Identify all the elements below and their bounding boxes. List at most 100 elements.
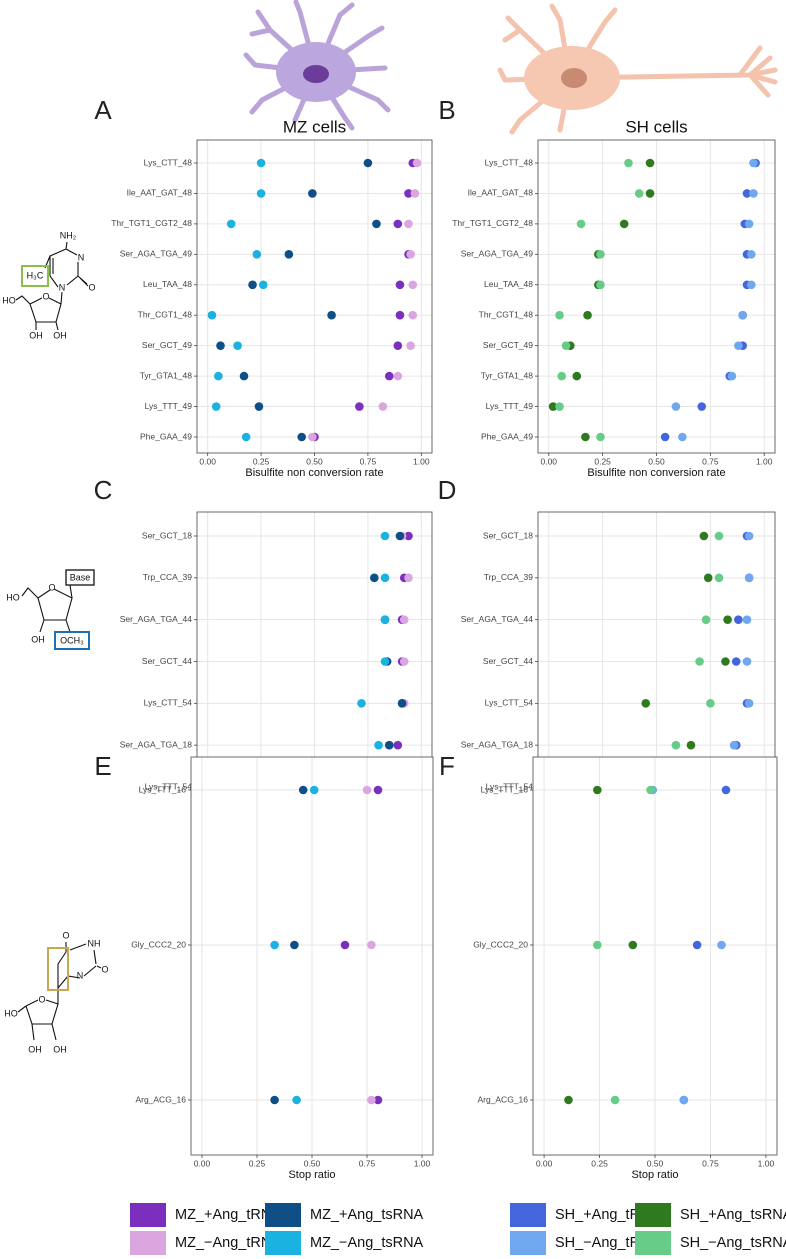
dot xyxy=(742,189,752,198)
x-tick-label: 0.00 xyxy=(194,1158,211,1168)
y-tick-label: Ser_AGA_TGA_49 xyxy=(461,249,534,259)
dot xyxy=(408,280,418,290)
chem-label: O xyxy=(38,994,45,1004)
dot xyxy=(395,531,405,541)
y-tick-label: Ser_GCT_18 xyxy=(142,530,192,540)
dot xyxy=(327,310,336,320)
dot xyxy=(561,341,571,350)
dot xyxy=(744,531,754,541)
dot xyxy=(747,250,756,259)
dot xyxy=(362,785,372,795)
dot xyxy=(734,341,743,350)
dot xyxy=(624,158,633,168)
y-tick-label: Lys_TTT_54 xyxy=(145,781,193,791)
dot xyxy=(308,432,317,442)
dot xyxy=(384,740,394,750)
dot xyxy=(717,940,726,950)
dot xyxy=(380,573,390,583)
chem-label: OH xyxy=(53,1044,67,1054)
dot xyxy=(645,189,655,198)
panel-letter: B xyxy=(438,95,455,125)
panel-title: SH cells xyxy=(625,117,687,136)
dot xyxy=(399,615,409,624)
dot xyxy=(660,432,670,442)
chem-label: O xyxy=(62,930,69,940)
y-tick-label: Leu_TAA_48 xyxy=(484,279,533,289)
dot xyxy=(340,940,350,950)
y-tick-label: Ser_AGA_TGA_44 xyxy=(461,614,534,624)
x-tick-label: 0.50 xyxy=(648,456,665,466)
dot xyxy=(727,371,737,381)
dot xyxy=(373,785,383,795)
y-tick-label: Ser_GCT_44 xyxy=(483,656,533,666)
dot xyxy=(290,940,299,950)
dot xyxy=(596,280,605,290)
dot xyxy=(692,940,702,950)
chem-label: N xyxy=(78,252,85,262)
y-tick-label: Arg_ACG_16 xyxy=(477,1094,528,1104)
dot xyxy=(548,402,558,411)
dot xyxy=(309,785,319,795)
dot xyxy=(555,310,564,320)
dot xyxy=(634,189,644,198)
y-tick-label: Tyr_GTA1_48 xyxy=(481,370,534,380)
dot xyxy=(406,341,415,350)
x-tick-label: 1.00 xyxy=(758,1158,775,1168)
dot xyxy=(749,189,758,198)
x-axis-title: Stop ratio xyxy=(631,1169,678,1181)
dot xyxy=(363,158,373,168)
dot xyxy=(297,432,306,442)
chem-label: OH xyxy=(31,634,45,644)
chem-label: OH xyxy=(29,330,43,340)
chem-label: HO xyxy=(2,295,16,305)
y-tick-label: Arg_ACG_16 xyxy=(135,1094,186,1104)
panel-title: MZ cells xyxy=(283,117,346,136)
chem-label: N xyxy=(77,970,84,980)
legend-label: SH_+Ang_tRNA xyxy=(555,1207,661,1223)
dot xyxy=(378,402,388,411)
x-axis-title: Bisulfite non conversion rate xyxy=(245,467,383,479)
dot xyxy=(233,341,242,350)
dot xyxy=(596,250,605,259)
dot xyxy=(593,785,602,795)
y-tick-label: Trp_CCA_39 xyxy=(484,572,534,582)
y-tick-label: Trp_CCA_39 xyxy=(143,572,193,582)
y-tick-label: Thr_TGT1_CGT2_48 xyxy=(452,218,533,228)
y-tick-label: Phe_GAA_49 xyxy=(481,431,533,441)
legend-swatch xyxy=(130,1231,166,1255)
dot xyxy=(721,785,731,795)
dot xyxy=(619,219,629,229)
chem-label: HO xyxy=(4,1008,18,1018)
x-tick-label: 1.00 xyxy=(414,1158,431,1168)
dot xyxy=(581,432,590,442)
y-tick-label: Lys_TTT_49 xyxy=(486,401,534,411)
dot xyxy=(216,341,225,350)
dot xyxy=(744,219,754,229)
dot xyxy=(412,158,422,168)
dot xyxy=(270,940,279,950)
legend-label: MZ_+Ang_tsRNA xyxy=(310,1207,424,1223)
x-axis-title: Stop ratio xyxy=(288,1169,335,1181)
chem-label: O xyxy=(88,282,95,292)
dot xyxy=(226,219,236,229)
dot xyxy=(270,1095,279,1105)
panel-letter: E xyxy=(94,751,111,781)
legend-label: MZ_−Ang_tRNA xyxy=(175,1235,281,1251)
panel-letter: C xyxy=(94,475,113,505)
dot xyxy=(641,699,651,708)
dot xyxy=(404,531,413,541)
y-tick-label: Ser_GCT_18 xyxy=(483,530,533,540)
dot xyxy=(749,158,758,168)
dot xyxy=(258,280,268,290)
y-tick-label: Ile_AAT_GAT_48 xyxy=(127,188,193,198)
dot xyxy=(395,310,405,320)
x-tick-label: 0.50 xyxy=(306,456,323,466)
y-tick-label: Thr_CGT1_48 xyxy=(138,309,193,319)
dot xyxy=(734,615,743,624)
chem-label: OH xyxy=(28,1044,42,1054)
dot xyxy=(292,1095,301,1105)
chem-label: O xyxy=(42,291,49,301)
dot xyxy=(211,402,221,411)
dot xyxy=(404,219,413,229)
dot xyxy=(583,310,592,320)
